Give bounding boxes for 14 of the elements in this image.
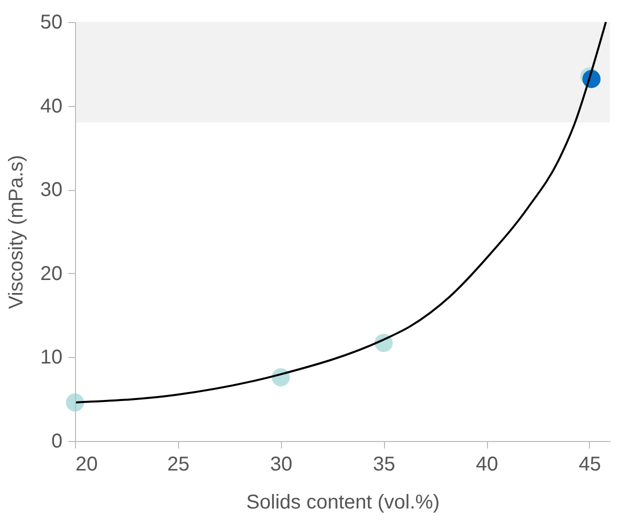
x-axis-title: Solids content (vol.%) (246, 492, 440, 514)
y-tick-label: 30 (40, 179, 62, 202)
x-tick-label: 30 (270, 454, 292, 476)
x-tick-label: 35 (373, 454, 396, 476)
y-tick-label: 10 (40, 346, 62, 369)
y-tick-label: 20 (40, 262, 62, 285)
x-tick-label: 40 (476, 454, 498, 476)
y-tick-label: 40 (40, 95, 62, 118)
y-tick-label: 0 (51, 430, 62, 452)
y-axis-title: Viscosity (mPa.s) (5, 154, 28, 310)
x-tick-label: 25 (167, 454, 190, 476)
x-tick-label: 20 (76, 454, 98, 476)
x-tick-label: 45 (578, 454, 602, 476)
y-tick-label: 50 (40, 12, 62, 34)
